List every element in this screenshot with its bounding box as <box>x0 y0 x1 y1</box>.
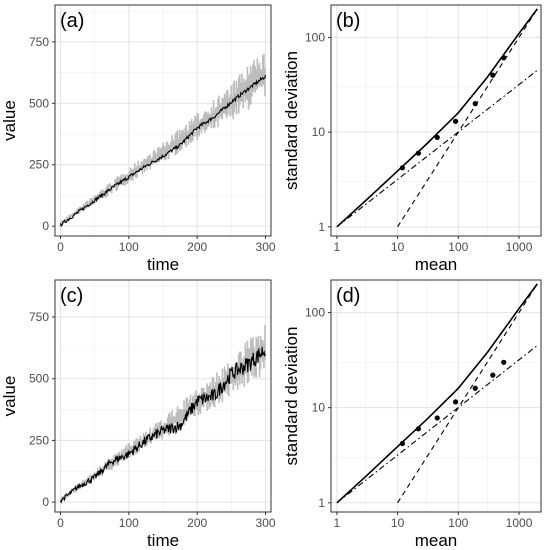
x-tick-label: 200 <box>187 240 207 254</box>
x-tick-label: 1000 <box>506 240 533 254</box>
y-tick-label: 750 <box>29 310 49 324</box>
plot-area <box>331 280 541 512</box>
mean-line <box>60 346 266 504</box>
y-axis-title: value <box>0 376 19 417</box>
data-point <box>472 385 478 391</box>
y-tick-label: 500 <box>29 372 49 386</box>
data-point <box>472 101 478 107</box>
x-tick-label: 100 <box>448 516 468 530</box>
panel-border <box>54 279 272 513</box>
data-point <box>434 415 440 421</box>
data-point <box>452 118 459 124</box>
x-tick-label: 1 <box>334 516 341 530</box>
y-tick-label: 750 <box>29 35 49 49</box>
fit-curves <box>336 8 538 228</box>
panel-label: (c) <box>60 285 83 307</box>
x-axis-title: time <box>147 255 179 274</box>
data-point <box>501 359 507 365</box>
panel-1: 0 100 200 300 0 250 500 750 (a) time value <box>0 4 276 274</box>
x-axis-title: time <box>147 531 179 550</box>
x-tick-label: 1 <box>334 240 341 254</box>
panel-border <box>330 279 542 513</box>
x-tick-label: 100 <box>448 240 468 254</box>
dashed-curve <box>397 8 538 228</box>
y-tick-label: 0 <box>42 219 49 233</box>
y-tick-label: 10 <box>312 125 326 139</box>
x-axis-title: mean <box>415 531 458 550</box>
panel-label: (d) <box>336 285 360 307</box>
data-point <box>490 372 496 378</box>
x-tick-label: 0 <box>57 516 64 530</box>
solid-curve <box>336 8 538 228</box>
y-tick-label: 250 <box>29 433 49 447</box>
gridlines <box>331 5 541 236</box>
band-series <box>59 53 266 227</box>
y-tick-label: 250 <box>29 158 49 172</box>
panel-border <box>330 4 542 237</box>
x-tick-label: 1000 <box>506 516 533 530</box>
gridlines <box>331 280 541 512</box>
gridlines <box>55 280 271 512</box>
y-tick-label: 1 <box>318 496 325 510</box>
fit-curves <box>336 283 538 504</box>
panel-3: 0 100 200 300 0 250 500 750 (c) time value <box>0 279 276 550</box>
y-tick-label: 500 <box>29 96 49 110</box>
y-axis-title: standard deviation <box>282 327 301 466</box>
y-axis-title: standard deviation <box>282 51 301 190</box>
panel-2: 1 10 100 1000 1 10 100 (b) mean standard deviatio… <box>282 4 542 274</box>
panel-label: (a) <box>60 10 84 32</box>
x-tick-label: 100 <box>119 240 139 254</box>
x-tick-label: 300 <box>256 240 276 254</box>
dashed-curve <box>397 283 538 504</box>
data-point <box>399 440 406 447</box>
y-tick-label: 0 <box>42 495 49 509</box>
data-point <box>415 426 421 432</box>
x-tick-label: 10 <box>391 240 405 254</box>
x-tick-label: 200 <box>187 516 207 530</box>
mean-line <box>59 74 267 228</box>
x-tick-label: 300 <box>256 516 276 530</box>
panel-label: (b) <box>336 10 360 32</box>
data-point <box>415 150 421 156</box>
y-tick-label: 100 <box>305 30 325 44</box>
x-tick-label: 100 <box>119 516 139 530</box>
y-tick-label: 10 <box>312 401 326 415</box>
solid-curve <box>336 283 538 504</box>
data-point <box>434 134 440 140</box>
panel-4: 1 10 100 1000 1 10 100 (d) mean standard deviatio… <box>282 279 542 550</box>
y-axis-title: value <box>0 100 19 141</box>
data-point <box>399 165 406 171</box>
x-tick-label: 10 <box>391 516 405 530</box>
y-tick-label: 100 <box>305 306 325 320</box>
data-point <box>501 55 507 61</box>
x-axis-title: mean <box>415 255 458 274</box>
panel-border <box>54 4 272 237</box>
data-point <box>490 72 496 78</box>
data-point <box>452 399 459 405</box>
y-tick-label: 1 <box>318 220 325 234</box>
plot-area <box>331 5 541 236</box>
x-tick-label: 0 <box>57 240 64 254</box>
dashdot-curve <box>336 69 538 228</box>
dashdot-curve <box>336 345 538 504</box>
